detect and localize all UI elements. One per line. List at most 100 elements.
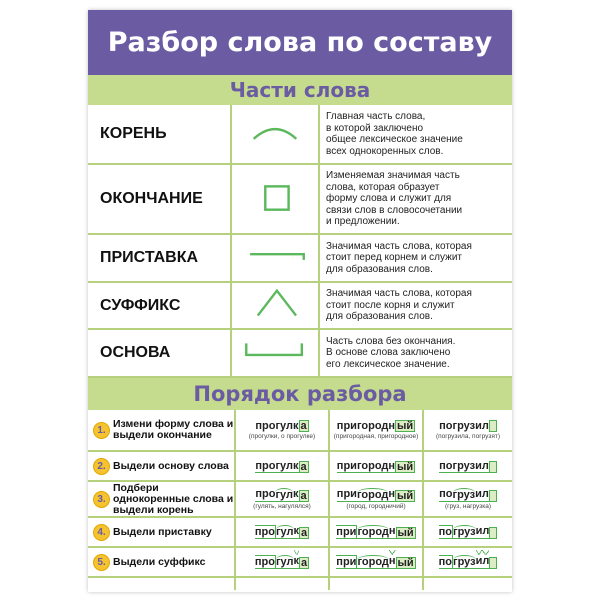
word-suffix: л bbox=[481, 488, 489, 500]
word-suffix: и bbox=[475, 459, 482, 472]
word-suffix: н bbox=[388, 488, 396, 500]
part-row: КОРЕНЬ Главная часть слова, в которой за… bbox=[88, 105, 512, 165]
part-description: Изменяемая значимая часть слова, которая… bbox=[326, 170, 463, 228]
step-row: 3. Подбери однокоренные слова и выдели ко… bbox=[88, 482, 512, 518]
part-row: ОСНОВА Часть слова без окончания. В осно… bbox=[88, 330, 512, 378]
part-description: Значимая часть слова, которая стоит посл… bbox=[326, 288, 472, 323]
word-prefix: при bbox=[336, 555, 358, 568]
step-label-cell: 2. Выдели основу слова bbox=[88, 452, 236, 480]
caret-icon bbox=[232, 283, 320, 328]
word-suffix: л bbox=[482, 550, 490, 567]
word-ending: а bbox=[298, 490, 309, 502]
word-prefix: при bbox=[336, 488, 357, 500]
word-suffix: и bbox=[475, 420, 482, 432]
example-cell: пригородн ый (пригородная, пригородное) bbox=[330, 410, 424, 450]
word-root: гул bbox=[275, 459, 293, 472]
part-row: СУФФИКС Значимая часть слова, которая ст… bbox=[88, 283, 512, 330]
word-suffix: л bbox=[481, 459, 489, 472]
example-cell: при город н ый (город, городничий) bbox=[330, 482, 424, 516]
part-description: Значимая часть слова, которая стоит пере… bbox=[326, 240, 472, 275]
word-prefix: при bbox=[336, 525, 358, 538]
word-prefix: при bbox=[336, 420, 357, 432]
word-prefix: про bbox=[255, 488, 276, 500]
word-ending: а bbox=[298, 420, 309, 432]
step-number-badge: 5. bbox=[94, 554, 109, 570]
word-prefix: по bbox=[439, 420, 453, 432]
example-note: (груз, нагрузка) bbox=[444, 503, 492, 510]
step-row: 2. Выдели основу слова про гул к а при город н ый… bbox=[88, 452, 512, 482]
step-number-badge: 4. bbox=[94, 524, 109, 540]
step-label-cell: 5. Выдели суффикс bbox=[88, 548, 236, 576]
word-root: гул bbox=[275, 525, 294, 538]
example-note: (прогулки, о прогулке) bbox=[248, 433, 316, 440]
word-root: груз bbox=[452, 459, 476, 472]
part-row: ОКОНЧАНИЕ Изменяемая значимая часть слов… bbox=[88, 165, 512, 235]
example-cell: по груз и л (груз, нагрузка) bbox=[424, 482, 512, 516]
word-prefix: про bbox=[254, 525, 276, 538]
step-number-badge: 1. bbox=[94, 422, 109, 438]
word-ending: а bbox=[299, 527, 310, 539]
word-prefix: по bbox=[439, 488, 453, 500]
step-label-cell: 3. Подбери однокоренные слова и выдели ко… bbox=[88, 482, 236, 516]
word-root: груз bbox=[452, 420, 476, 432]
example-cell: по груз и л bbox=[424, 452, 512, 480]
word-ending: а bbox=[298, 460, 309, 473]
word-root: город bbox=[357, 525, 389, 538]
example-cell: про гул к а bbox=[236, 548, 330, 576]
empty-cell bbox=[424, 578, 512, 590]
word-ending bbox=[488, 420, 497, 432]
word-suffix: л bbox=[482, 525, 490, 537]
square-icon bbox=[232, 165, 320, 233]
step-label: Подбери однокоренные слова и выдели коре… bbox=[113, 481, 234, 516]
word-prefix: по bbox=[439, 459, 453, 472]
order-table: 1. Измени форму слова и выдели окончание п… bbox=[88, 410, 512, 590]
example-cell: про гул к а bbox=[236, 452, 330, 480]
step-label: Измени форму слова и выдели окончание bbox=[113, 418, 234, 441]
example-word: погрузил bbox=[439, 420, 497, 432]
word-suffix: и bbox=[475, 525, 483, 537]
example-note: (гулять, нагулялся) bbox=[253, 503, 311, 510]
word-suffix: н bbox=[388, 525, 396, 537]
empty-cell bbox=[236, 578, 330, 590]
word-ending: ый bbox=[395, 557, 416, 569]
example-cell: по груз и л bbox=[424, 518, 512, 546]
example-cell: при город н ый bbox=[330, 518, 424, 546]
example-cell: погрузил (погрузила, погрузят) bbox=[424, 410, 512, 450]
step-label: Выдели суффикс bbox=[113, 555, 206, 568]
order-heading: Порядок разбора bbox=[88, 378, 512, 410]
example-cell: про гул к а (гулять, нагулялся) bbox=[236, 482, 330, 516]
word-prefix: по bbox=[438, 555, 453, 568]
step-label: Выдели приставку bbox=[113, 525, 212, 538]
example-cell: при город н ый bbox=[330, 452, 424, 480]
word-ending bbox=[488, 460, 497, 473]
bracket-icon bbox=[232, 330, 320, 376]
word-root: город bbox=[356, 459, 389, 472]
word-root: груз bbox=[453, 555, 476, 568]
example-cell: по груз и л bbox=[424, 548, 512, 576]
parts-heading: Части слова bbox=[88, 75, 512, 105]
word-prefix: про bbox=[255, 420, 276, 432]
part-description: Главная часть слова, в которой заключено… bbox=[326, 111, 463, 157]
word-root: груз bbox=[452, 488, 476, 501]
word-suffix: л bbox=[481, 420, 489, 432]
empty-cell bbox=[330, 578, 424, 590]
word-suffix: и bbox=[475, 550, 483, 567]
arc-icon bbox=[232, 105, 320, 163]
part-row: ПРИСТАВКА Значимая часть слова, которая … bbox=[88, 235, 512, 283]
step-row: 1. Измени форму слова и выдели окончание п… bbox=[88, 410, 512, 452]
